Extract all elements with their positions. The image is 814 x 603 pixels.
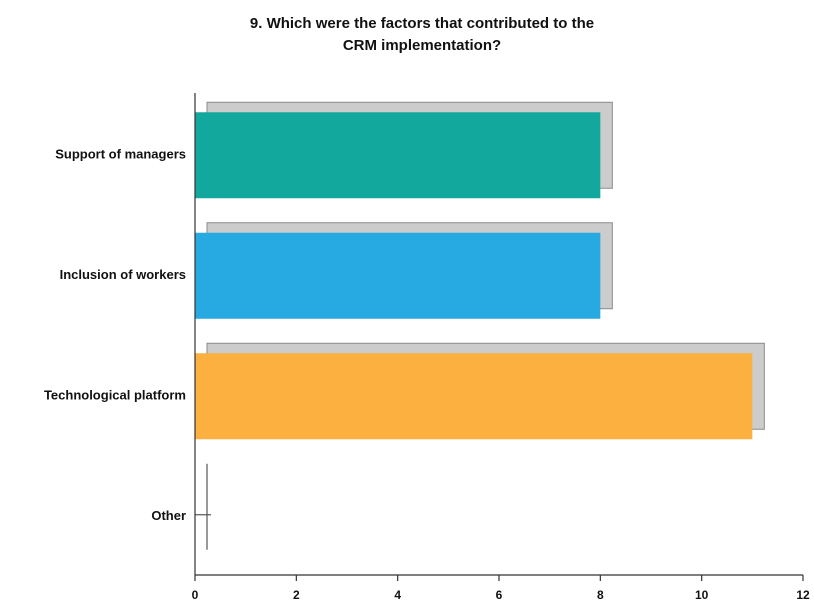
tick-labels: 0 2 4 6 8 10 12: [192, 588, 810, 602]
bars: [195, 112, 753, 516]
category-labels: Support of managers Inclusion of workers T…: [44, 146, 186, 523]
x-tick-label-0: 0: [192, 588, 199, 602]
x-tick-label-4: 4: [394, 588, 401, 602]
bar-technological-platform: [195, 353, 753, 440]
axes: [194, 93, 804, 581]
chart-title-line-2: CRM implementation?: [343, 37, 501, 54]
bar-inclusion-of-workers: [195, 232, 601, 319]
x-tick-label-12: 12: [796, 588, 810, 602]
chart-title-line-1: 9. Which were the factors that contribut…: [250, 15, 594, 32]
category-label-support-of-managers: Support of managers: [55, 146, 186, 161]
category-label-technological-platform: Technological platform: [44, 387, 186, 402]
category-label-other: Other: [151, 508, 186, 523]
category-label-inclusion-of-workers: Inclusion of workers: [60, 267, 186, 282]
x-tick-label-6: 6: [496, 588, 503, 602]
bar-support-of-managers: [195, 112, 601, 199]
x-tick-label-8: 8: [597, 588, 604, 602]
x-tick-label-2: 2: [293, 588, 300, 602]
x-tick-label-10: 10: [695, 588, 709, 602]
